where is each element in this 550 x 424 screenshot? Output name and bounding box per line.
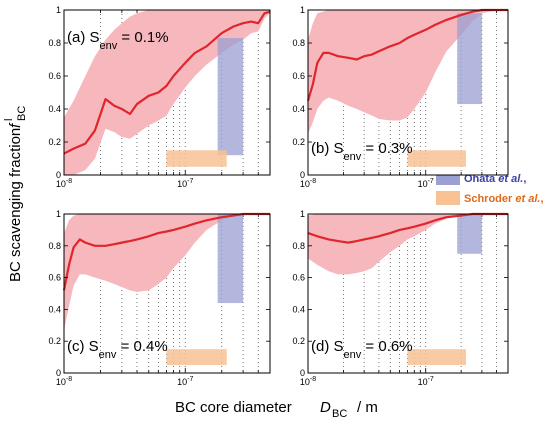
- panel-a-schroder-range: [166, 150, 227, 167]
- panel-c-y-tick-label: 1: [56, 209, 61, 219]
- panel-a-frame: [63, 9, 271, 176]
- panel-c-y-tick-label: 0.2: [48, 336, 61, 346]
- x-axis-label-unit: / m: [357, 399, 378, 416]
- panel-b-x-tick-label: 10-8: [300, 178, 316, 189]
- panel-a-annotation-suffix: = 0.1%: [117, 29, 168, 46]
- x-axis-label-symbol: D: [320, 399, 331, 416]
- panel-c-schroder-range: [166, 349, 227, 366]
- panel-c-annotation-suffix: = 0.4%: [116, 338, 167, 355]
- legend-ohata-etal: et al.: [498, 173, 523, 185]
- panel-c-y-tick-label: 0.8: [48, 241, 61, 251]
- x-axis-label-text: BC core diameter: [175, 399, 292, 416]
- y-axis-label-text: BC scavenging fraction: [7, 128, 24, 282]
- panel-a-y-tick-label: 0.4: [48, 104, 61, 114]
- panel-b-annotation-sub: env: [344, 151, 362, 163]
- panel-c-x-tick-label: 10-8: [56, 376, 72, 387]
- x-axis-label-sub: BC: [332, 408, 347, 420]
- panel-d-y-tick-label: 0.8: [292, 241, 305, 251]
- y-axis-label-sup: l: [3, 119, 15, 121]
- panel-a: 0 0.2 0.4 0.6 0.8 1 10-8 10-7 (a) Senv = 0.1%: [48, 5, 271, 189]
- panel-b-y-tick-label: 0.8: [292, 38, 305, 48]
- panel-d: 0 0.2 0.4 0.6 0.8 1 10-8 10-7 (d) Senv = 0.6%: [292, 209, 509, 387]
- panel-d-annotation: (d) Senv = 0.6%: [311, 338, 413, 361]
- panel-d-y-tick-label: 0.2: [292, 336, 305, 346]
- panel-b: 0 0.2 0.4 0.6 0.8 1 10-8 10-7 (b) Senv = 0.3%: [292, 5, 509, 189]
- panel-d-y-tick-label: 0: [300, 368, 305, 378]
- panel-a-y-tick-label: 0: [56, 170, 61, 180]
- panel-d-annotation-suffix: = 0.6%: [361, 338, 412, 355]
- panel-b-y-tick-label: 0.6: [292, 71, 305, 81]
- panel-c-y-tick-label: 0: [56, 368, 61, 378]
- panel-d-uncertainty-band: [308, 214, 508, 275]
- panel-b-frame: [307, 9, 509, 176]
- legend-schroder-swatch: [436, 191, 460, 205]
- legend-ohata-label: Ohata et al.,: [464, 173, 526, 185]
- panel-b-annotation-prefix: (b) S: [311, 140, 344, 157]
- panel-c-annotation-sub: env: [99, 349, 117, 361]
- legend-ohata-suffix: ,: [523, 173, 526, 185]
- panel-b-y-tick-label: 0.4: [292, 104, 305, 114]
- legend-schroder-suffix: ,: [540, 193, 543, 205]
- panel-c-scavenging-line: [62, 212, 270, 291]
- panel-d-y-tick-label: 0.6: [292, 273, 305, 283]
- panel-a-y-tick-label: 0.6: [48, 71, 61, 81]
- legend-schroder-label: Schroder et al.,: [464, 193, 544, 205]
- panel-d-x-tick-label: 10-8: [300, 376, 316, 387]
- panel-d-y-tick-label: 0.4: [292, 304, 305, 314]
- panel-c-annotation: (c) Senv = 0.4%: [67, 338, 168, 361]
- panel-d-ohata-range: [457, 214, 482, 254]
- panel-d-annotation-sub: env: [344, 349, 362, 361]
- panel-b-scavenging-line: [306, 8, 508, 102]
- panel-a-annotation-prefix: (a) S: [67, 29, 100, 46]
- panel-c-y-tick-label: 0.6: [48, 273, 61, 283]
- panel-d-scavenging-line: [307, 212, 508, 244]
- panel-a-y-tick-label: 1: [56, 5, 61, 15]
- x-axis-label: BC core diameter D BC / m: [175, 399, 378, 420]
- panel-b-y-tick-label: 0: [300, 170, 305, 180]
- panel-a-annotation: (a) Senv = 0.1%: [67, 29, 169, 52]
- y-axis-label-symbol: f: [7, 122, 24, 128]
- panel-c-annotation-prefix: (c) S: [67, 338, 99, 355]
- panel-c-y-tick-label: 0.4: [48, 304, 61, 314]
- panel-b-ohata-range: [457, 13, 482, 105]
- panel-a-ohata-range: [217, 38, 244, 156]
- panel-b-annotation-suffix: = 0.3%: [361, 140, 412, 157]
- panel-b-y-tick-label: 0.2: [292, 137, 305, 147]
- panel-d-schroder-range: [407, 349, 467, 366]
- legend-schroder-name: Schroder: [464, 193, 515, 205]
- panel-d-frame: [307, 213, 509, 374]
- panel-c: 0 0.2 0.4 0.6 0.8 1 10-8 10-7 (c) Senv = 0.4%: [48, 209, 271, 387]
- panel-c-x-tick-label: 10-7: [177, 376, 193, 387]
- panel-b-uncertainty-band: [308, 10, 508, 134]
- panel-a-y-tick-label: 0.8: [48, 38, 61, 48]
- panel-a-annotation-sub: env: [100, 40, 118, 52]
- panel-c-ohata-range: [217, 214, 244, 304]
- panel-b-annotation: (b) Senv = 0.3%: [311, 140, 413, 163]
- panel-b-y-tick-label: 1: [300, 5, 305, 15]
- legend-ohata-name: Ohata: [464, 173, 498, 185]
- y-axis-label: BC scavenging fraction f l BC: [3, 106, 28, 282]
- panel-d-x-tick-label: 10-7: [418, 376, 434, 387]
- panel-d-annotation-prefix: (d) S: [311, 338, 344, 355]
- panel-a-x-tick-label: 10-7: [177, 178, 193, 189]
- panel-c-frame: [63, 213, 271, 374]
- legend: Ohata et al., Schroder et al.,: [436, 171, 544, 205]
- panel-b-schroder-range: [407, 150, 467, 167]
- panel-b-x-tick-label: 10-7: [418, 178, 434, 189]
- panel-a-scavenging-line: [63, 10, 271, 155]
- panel-d-y-tick-label: 1: [300, 209, 305, 219]
- panel-a-y-tick-label: 0.2: [48, 137, 61, 147]
- legend-schroder-etal: et al.: [515, 193, 540, 205]
- y-axis-label-sub: BC: [16, 106, 28, 121]
- panel-a-x-tick-label: 10-8: [56, 178, 72, 189]
